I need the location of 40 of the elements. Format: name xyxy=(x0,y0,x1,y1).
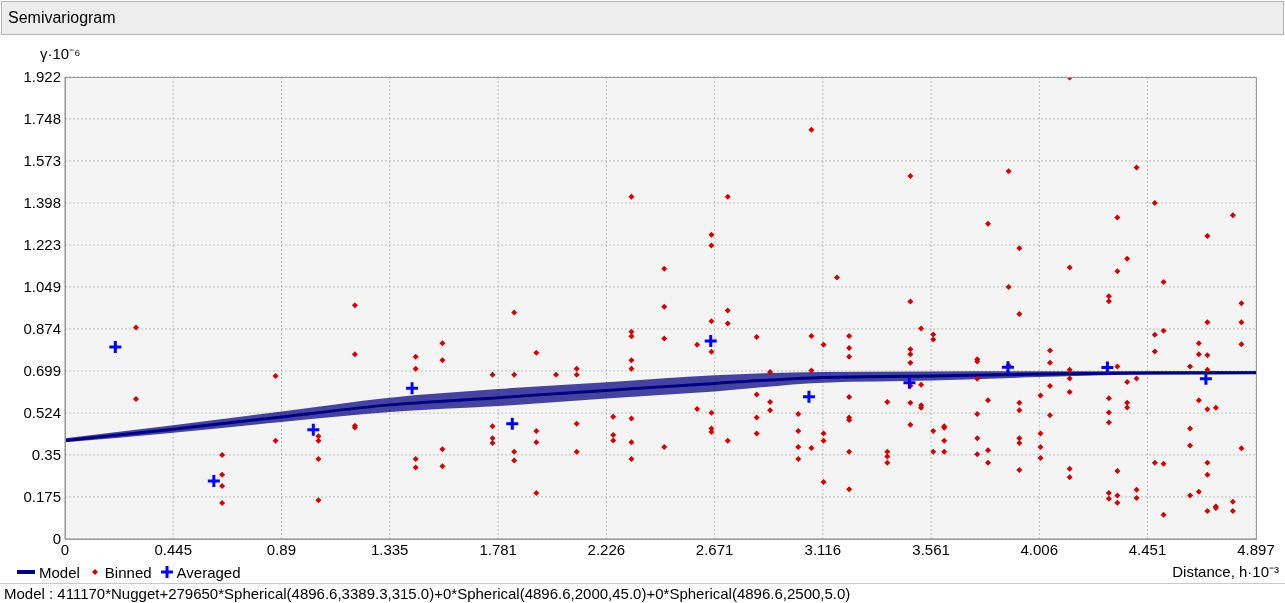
y-tick-label: 0.35 xyxy=(31,446,61,464)
y-tick-label: 0.524 xyxy=(23,404,61,422)
y-tick-label: 0.874 xyxy=(23,320,61,338)
point xyxy=(404,380,420,396)
y-tick-label: 1.922 xyxy=(23,68,61,86)
chart-title: Semivariogram xyxy=(8,9,116,27)
y-tick-label: 1.223 xyxy=(23,236,61,254)
x-tick-label: 0.445 xyxy=(154,540,192,558)
x-tick-label: 1.781 xyxy=(479,540,517,558)
point xyxy=(801,389,817,405)
point xyxy=(1198,371,1214,387)
point xyxy=(206,473,222,489)
x-axis-title: Distance, h·10⁻³ xyxy=(1172,562,1279,582)
y-tick-label: 1.398 xyxy=(23,194,61,212)
y-tick-label: 0.175 xyxy=(23,488,61,506)
x-tick-label: 2.671 xyxy=(695,540,734,558)
point xyxy=(1099,360,1115,376)
y-tick-label: 1.049 xyxy=(23,278,61,296)
point xyxy=(504,416,520,432)
y-tick-label: 1.748 xyxy=(23,110,61,128)
x-tick-label: 4.451 xyxy=(1128,540,1167,558)
x-tick-label: 2.226 xyxy=(587,540,626,558)
x-tick-label: 3.561 xyxy=(912,540,950,558)
legend-label: Model xyxy=(39,563,80,581)
point xyxy=(1000,359,1016,375)
legend-label: Binned xyxy=(104,563,152,581)
y-tick-label: 0.699 xyxy=(23,362,61,380)
x-tick-label: 4.006 xyxy=(1020,540,1059,558)
x-tick-label: 0.89 xyxy=(266,540,297,558)
x-tick-label: 3.116 xyxy=(804,540,842,558)
y-axis-title: γ·10⁻⁶ xyxy=(40,44,81,64)
point xyxy=(703,333,719,349)
text: Model : 411170*Nugget+279650*Spherical(4896.6,3389.3,315.0)+0*Spherical(4896.6,2000,45.0)+0*Spherical(4896.6,2500,5.0) xyxy=(0,583,1285,603)
point xyxy=(305,422,321,438)
legend-label: Averaged xyxy=(176,563,241,581)
x-tick-label: 1.335 xyxy=(370,540,409,558)
y-tick-label: 1.573 xyxy=(23,152,61,170)
x-tick-label: 4.897 xyxy=(1237,540,1275,558)
point xyxy=(107,339,123,355)
point xyxy=(901,375,917,391)
